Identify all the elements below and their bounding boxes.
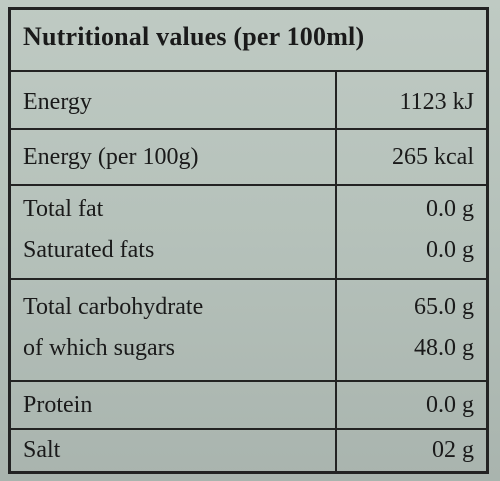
nutrient-value: 265 kcal	[392, 144, 474, 170]
nutrient-sub-value: 48.0 g	[414, 335, 474, 361]
nutrient-name: Salt	[23, 437, 61, 463]
row-energy-kj: Energy 1123 kJ	[11, 72, 486, 130]
row-salt: Salt 02 g	[11, 430, 486, 471]
nutrient-name: Energy	[23, 89, 92, 115]
nutrient-value: 1123 kJ	[399, 89, 474, 115]
nutrient-sub-name: Saturated fats	[23, 237, 155, 263]
column-divider	[335, 72, 337, 471]
nutrition-table: Nutritional values (per 100ml) Energy 11…	[8, 7, 489, 474]
nutrient-value: 0.0 g	[426, 392, 474, 418]
row-fat: Total fat 0.0 g Saturated fats 0.0 g	[11, 186, 486, 280]
nutrient-sub-name: of which sugars	[23, 335, 175, 361]
nutrient-name: Total carbohydrate	[23, 294, 204, 320]
row-carbohydrate: Total carbohydrate 65.0 g of which sugar…	[11, 280, 486, 382]
row-protein: Protein 0.0 g	[11, 382, 486, 430]
nutrient-value: 02 g	[432, 437, 474, 463]
nutrient-value: 65.0 g	[414, 294, 474, 320]
row-energy-kcal: Energy (per 100g) 265 kcal	[11, 130, 486, 186]
table-header: Nutritional values (per 100ml)	[11, 10, 486, 72]
nutrient-name: Total fat	[23, 196, 104, 222]
nutrient-name: Energy (per 100g)	[23, 144, 199, 170]
nutrient-sub-value: 0.0 g	[426, 237, 474, 263]
nutrient-value: 0.0 g	[426, 196, 474, 222]
nutrient-name: Protein	[23, 392, 93, 418]
table-title: Nutritional values (per 100ml)	[23, 22, 365, 51]
